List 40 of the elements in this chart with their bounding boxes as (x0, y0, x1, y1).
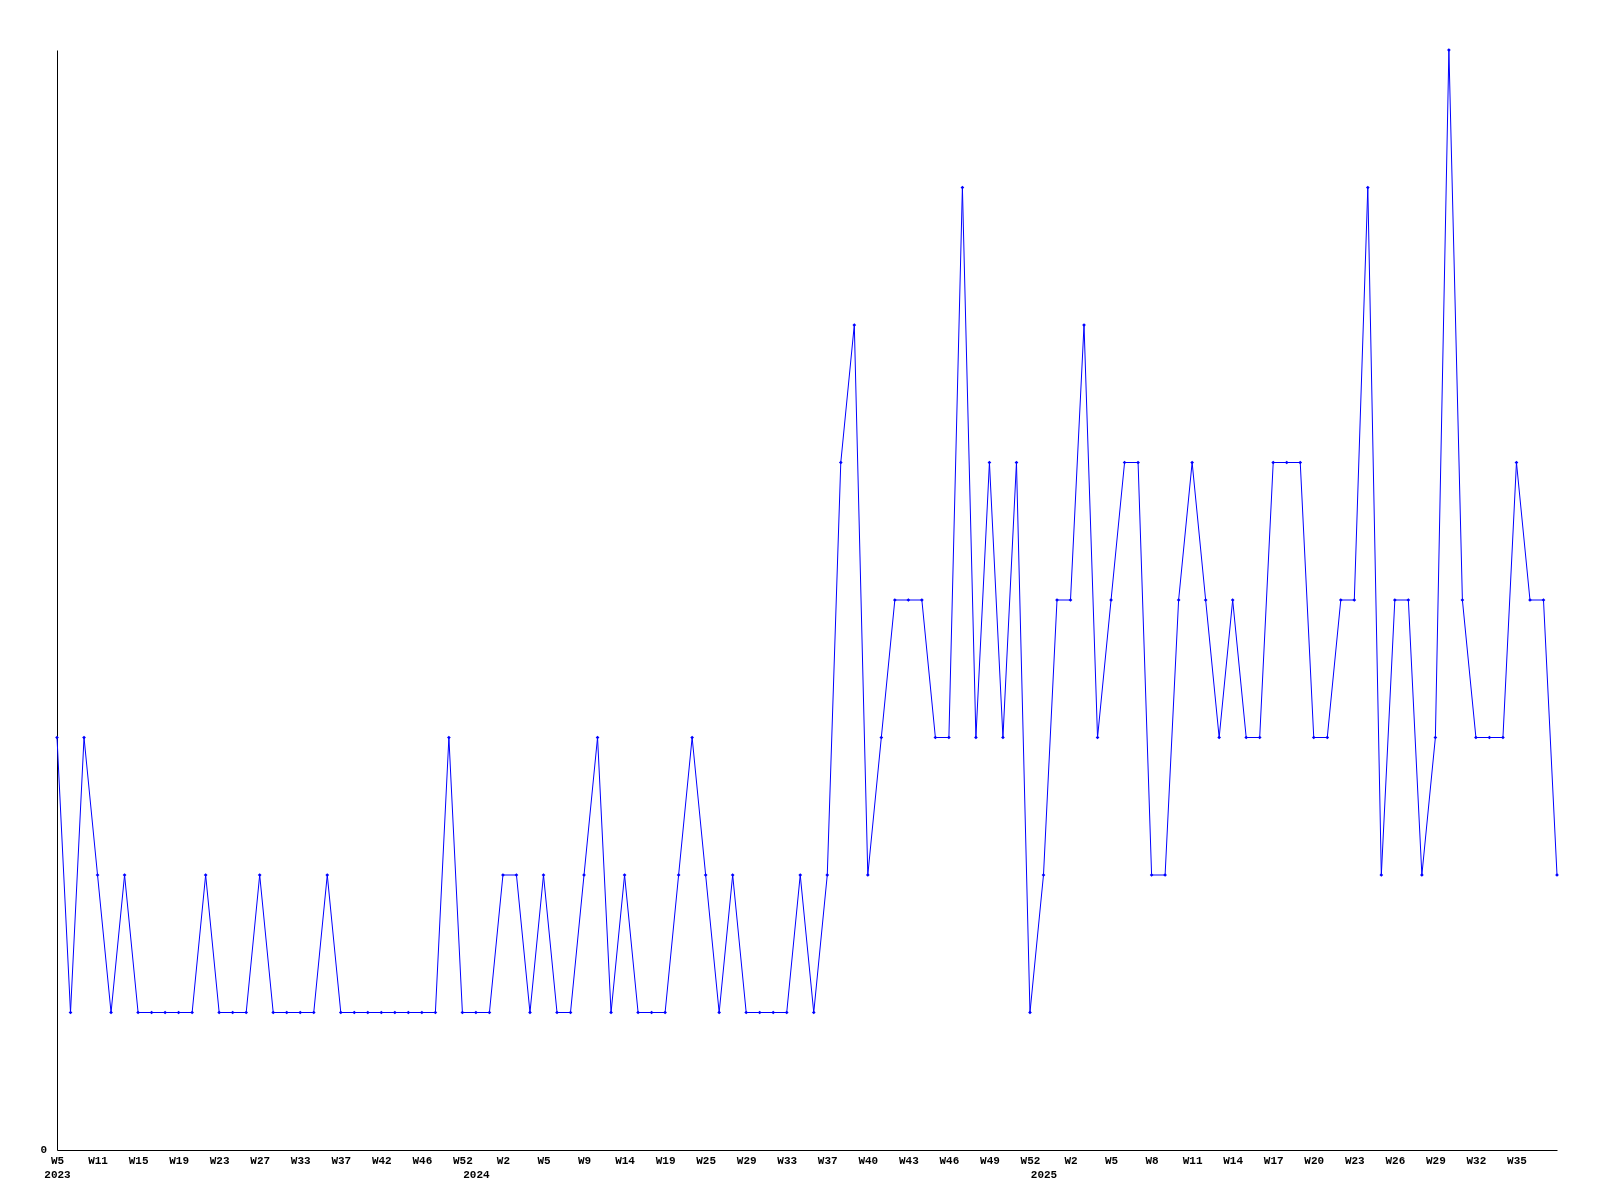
x-tick-label: W43 (898, 1154, 920, 1167)
x-tick-label: W2 (1064, 1154, 1078, 1167)
x-tick-label: W11 (88, 1154, 109, 1167)
x-tick-label: W49 (980, 1154, 1000, 1167)
x-tick-label: W26 (1385, 1154, 1406, 1167)
text: 0 (40, 1144, 47, 1156)
x-tick-label: W52 (453, 1154, 473, 1167)
x-tick-label: 2024 (463, 1168, 491, 1181)
x-tick-label: W46 (412, 1154, 433, 1167)
x-tick-label: W29 (1425, 1154, 1446, 1167)
x-tick-label: W2 (496, 1154, 511, 1167)
x-tick-label: W33 (290, 1154, 312, 1167)
x-tick-label: W15 (128, 1154, 149, 1167)
x-tick-label: W37 (331, 1154, 352, 1167)
x-tick-label: W14 (1223, 1154, 1244, 1167)
x-tick-label: W33 (777, 1154, 798, 1167)
x-tick-label: W5 (537, 1154, 551, 1167)
x-tick-label: W9 (577, 1154, 592, 1167)
x-tick-label: W5 (1104, 1154, 1119, 1167)
x-tick-label: W11 (1182, 1154, 1203, 1167)
x-tick-label: W40 (858, 1154, 879, 1167)
x-tick-label: W32 (1466, 1154, 1487, 1167)
x-tick-label: W8 (1145, 1154, 1160, 1167)
x-tick-label: W37 (817, 1154, 838, 1167)
x-tick-label: W19 (169, 1154, 190, 1167)
x-tick-label: W23 (209, 1154, 230, 1167)
x-tick-label: W42 (371, 1154, 392, 1167)
x-tick-label: 2025 (1030, 1168, 1058, 1181)
x-tick-label: W23 (1344, 1154, 1366, 1167)
x-tick-label: W35 (1507, 1154, 1528, 1167)
x-tick-label: W20 (1304, 1154, 1325, 1167)
x-tick-label: W17 (1263, 1154, 1284, 1167)
x-tick-label: W46 (939, 1154, 960, 1167)
x-tick-label: W5 2023 (44, 1154, 72, 1181)
x-tick-label: W19 (655, 1154, 676, 1167)
x-tick-label: W14 (615, 1154, 636, 1167)
x-tick-label: W27 (250, 1154, 271, 1167)
x-tick-label: W25 (696, 1154, 717, 1167)
x-tick-label: W52 (1020, 1154, 1041, 1167)
x-tick-label: W29 (736, 1154, 757, 1167)
